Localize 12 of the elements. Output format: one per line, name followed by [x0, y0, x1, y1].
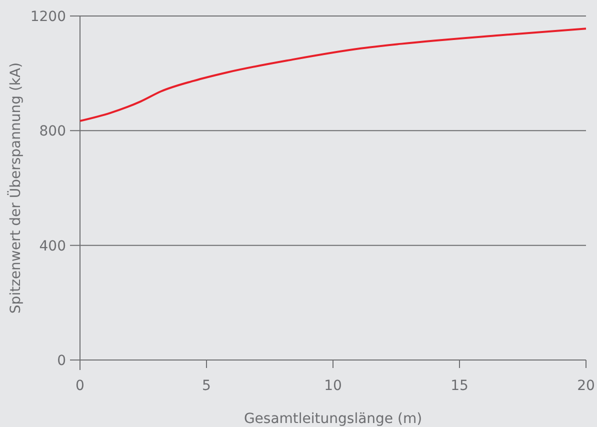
- y-tick-label: 0: [57, 353, 66, 369]
- x-tick-label: 10: [324, 378, 342, 394]
- y-tick-label: 800: [39, 124, 66, 140]
- y-tick-label: 400: [39, 238, 66, 254]
- y-axis-title: Spitzenwert der Überspannung (kA): [7, 62, 24, 314]
- x-tick-label: 0: [76, 378, 84, 394]
- x-axis-title: Gesamtleitungslänge (m): [244, 411, 422, 427]
- x-tick-label: 20: [577, 378, 595, 394]
- x-tick-label: 5: [202, 378, 211, 394]
- line-series: [79, 28, 587, 122]
- x-tick-label: 15: [450, 378, 468, 394]
- y-tick-label: 1200: [30, 9, 66, 25]
